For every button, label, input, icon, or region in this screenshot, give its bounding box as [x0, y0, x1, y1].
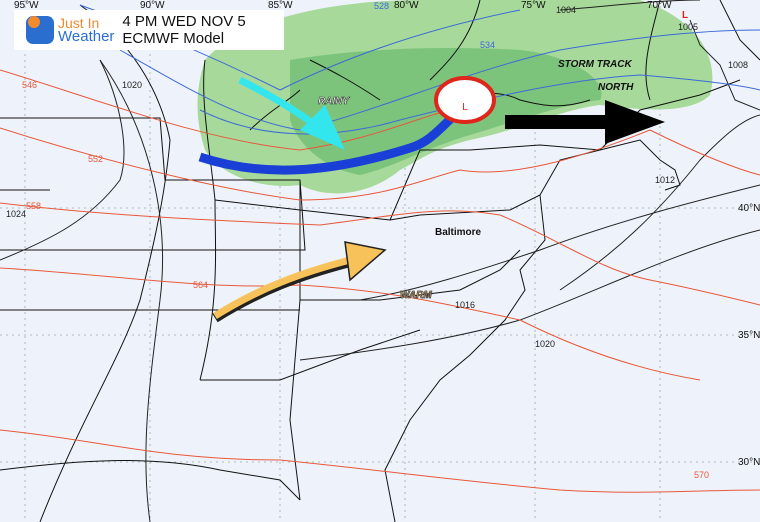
- lat-label: 40°N: [738, 203, 760, 214]
- isobar-label: 1012: [655, 175, 675, 185]
- warm-air-arrow: [213, 256, 351, 319]
- lon-label: 85°W: [268, 0, 293, 11]
- lon-label: 90°W: [140, 0, 165, 11]
- height-label: 558: [26, 201, 41, 211]
- height-label: 570: [694, 470, 709, 480]
- forecast-time: 4 PM WED NOV 5: [122, 13, 246, 30]
- low-pressure-marker: [434, 76, 496, 124]
- height-label: 546: [22, 80, 37, 90]
- isobar-label: 1005: [678, 22, 698, 32]
- lon-label: 75°W: [521, 0, 546, 11]
- rainy-label: RAINY: [318, 96, 350, 107]
- latitude-labels: 40°N 35°N 30°N: [738, 203, 760, 468]
- cold-air-arrow: [238, 76, 318, 128]
- cold-air-arrowhead: [300, 105, 345, 150]
- city-label-baltimore: Baltimore: [435, 227, 482, 238]
- height-contours: [0, 69, 760, 493]
- low-center-label: L: [462, 102, 468, 113]
- storm-track-arrow: [505, 115, 615, 129]
- height-label: 552: [88, 154, 103, 164]
- warm-air-arrowhead: [344, 241, 387, 282]
- map-title: 4 PM WED NOV 5 ECMWF Model: [122, 13, 245, 47]
- storm-track-label-1: STORM TRACK: [558, 59, 632, 70]
- isobar-label: 1020: [122, 80, 142, 90]
- just-in-weather-logo: [24, 12, 62, 48]
- height-label: 528: [374, 1, 389, 11]
- warm-label: WARM: [400, 290, 432, 301]
- isobar-label: 1004: [556, 5, 576, 15]
- map-header: Just In Weather 4 PM WED NOV 5 ECMWF Mod…: [14, 10, 284, 50]
- isobar-label: 1008: [728, 60, 748, 70]
- lon-label: 95°W: [14, 0, 39, 11]
- brand-line-1: Just In: [58, 15, 100, 31]
- lon-label: 70°W: [647, 0, 672, 11]
- storm-track-label-2: NORTH: [598, 82, 634, 93]
- height-labels: 528 534 546 552 558 564 570: [22, 1, 709, 480]
- longitude-labels: 95°W 90°W 85°W 80°W 75°W 70°W: [14, 0, 672, 11]
- lon-label: 80°W: [394, 0, 419, 11]
- cold-front: [198, 111, 458, 175]
- lat-label: 30°N: [738, 457, 760, 468]
- height-label: 564: [193, 280, 208, 290]
- isobar-label: 1020: [535, 339, 555, 349]
- isobar-labels: 1004 1005 1008 1012 1016 1020 1020 1024: [6, 5, 748, 349]
- lat-label: 35°N: [738, 330, 760, 341]
- model-name: ECMWF Model: [122, 30, 225, 47]
- low-ne-label: L: [682, 10, 688, 21]
- brand-line-2: Weather: [58, 28, 115, 45]
- isobar-label: 1024: [6, 209, 26, 219]
- brand-name: Just In Weather: [58, 16, 114, 44]
- storm-track-arrowhead: [605, 100, 665, 144]
- isobar-label: 1016: [455, 300, 475, 310]
- height-label: 534: [480, 40, 495, 50]
